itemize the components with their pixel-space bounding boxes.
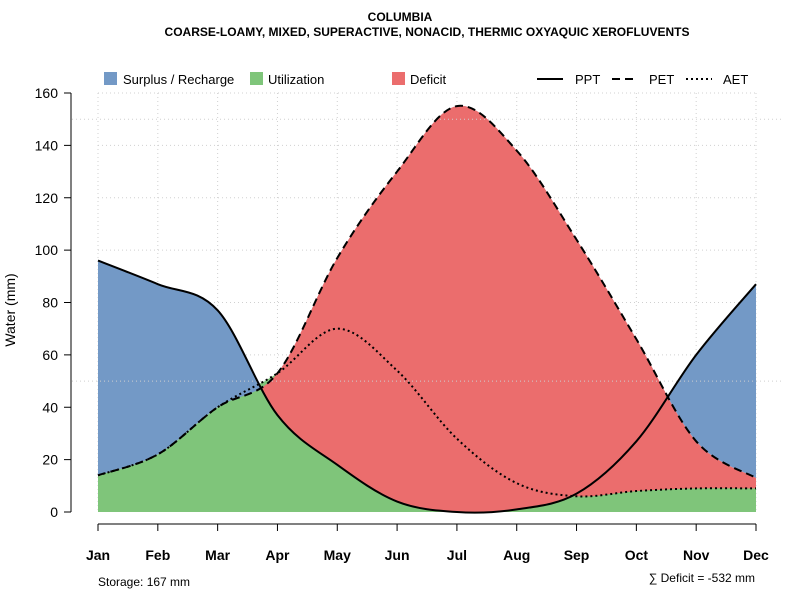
- y-tick-label: 160: [35, 85, 59, 101]
- x-axis: Jan Feb Mar Apr May Jun Jul Aug Sep Oct Nov Dec: [86, 523, 769, 563]
- y-tick-label: 60: [42, 347, 58, 363]
- legend-label-aet: AET: [723, 72, 748, 87]
- y-tick-label: 20: [42, 452, 58, 468]
- legend-label-pet: PET: [649, 72, 674, 87]
- legend-label-utilization: Utilization: [268, 72, 324, 87]
- legend-swatch-utilization: [250, 72, 263, 85]
- chart-subtitle: COARSE-LOAMY, MIXED, SUPERACTIVE, NONACI…: [165, 25, 690, 39]
- x-tick-label: Oct: [625, 547, 649, 563]
- y-tick-label: 0: [50, 504, 58, 520]
- storage-label: Storage: 167 mm: [98, 575, 190, 589]
- x-tick-label: Sep: [564, 547, 590, 563]
- x-tick-label: Nov: [683, 547, 710, 563]
- series-line-ppt: [97, 259, 757, 514]
- y-tick-label: 100: [35, 242, 59, 258]
- y-tick-label: 140: [35, 137, 59, 153]
- series-lines: [97, 104, 757, 514]
- x-tick-label: Jan: [86, 547, 110, 563]
- legend: Surplus / Recharge Utilization Deficit P…: [104, 72, 748, 87]
- chart-title: COLUMBIA: [368, 10, 433, 24]
- x-tick-label: Dec: [743, 547, 769, 563]
- y-axis: 0 20 40 60 80 100 120 140 160: [35, 85, 72, 520]
- y-tick-label: 120: [35, 190, 59, 206]
- x-tick-label: Mar: [205, 547, 230, 563]
- legend-label-deficit: Deficit: [410, 72, 447, 87]
- x-tick-label: Jun: [385, 547, 410, 563]
- x-tick-label: Apr: [265, 547, 290, 563]
- legend-label-ppt: PPT: [575, 72, 600, 87]
- x-tick-label: Feb: [145, 547, 170, 563]
- x-tick-label: May: [324, 547, 351, 563]
- x-tick-label: Aug: [503, 547, 530, 563]
- y-tick-label: 40: [42, 399, 58, 415]
- x-tick-label: Jul: [447, 547, 467, 563]
- series-line-aet: [97, 327, 757, 498]
- y-axis-label: Water (mm): [2, 273, 18, 346]
- legend-label-surplus: Surplus / Recharge: [123, 72, 234, 87]
- deficit-sum-label: ∑ Deficit = -532 mm: [649, 571, 755, 585]
- legend-swatch-deficit: [392, 72, 405, 85]
- reference-lines: [72, 118, 784, 382]
- y-tick-label: 80: [42, 295, 58, 311]
- legend-swatch-surplus: [104, 72, 117, 85]
